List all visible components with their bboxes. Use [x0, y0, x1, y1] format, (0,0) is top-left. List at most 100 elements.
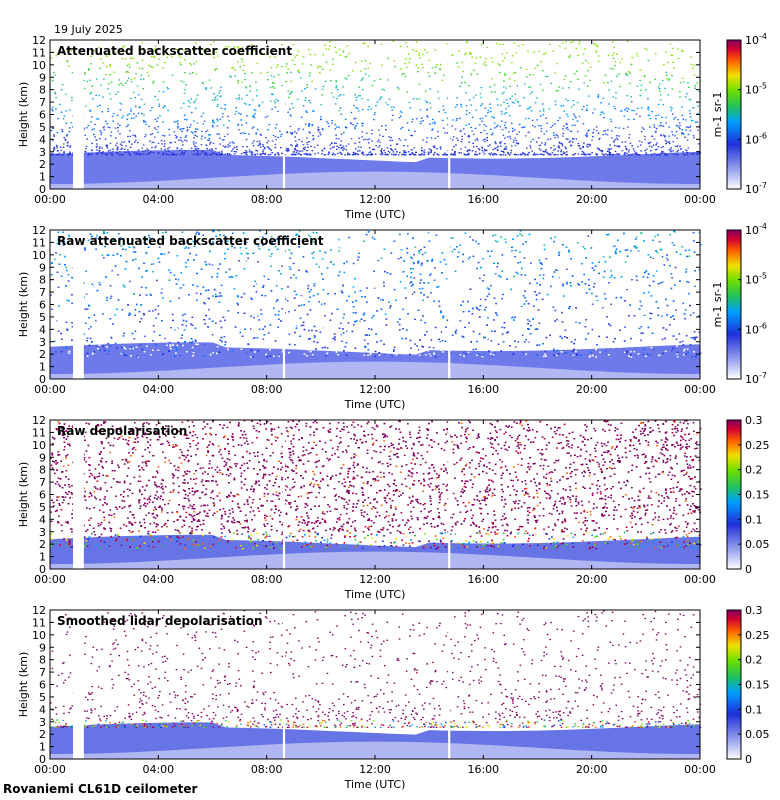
data-pixel [626, 108, 628, 109]
data-pixel [565, 99, 567, 100]
data-pixel [675, 146, 677, 147]
data-pixel [238, 94, 240, 95]
data-pixel [477, 139, 479, 140]
data-pixel [332, 59, 334, 60]
data-pixel [499, 72, 501, 73]
data-pixel [550, 154, 552, 155]
data-pixel [555, 101, 557, 102]
data-pixel [290, 144, 292, 145]
data-pixel [683, 119, 685, 120]
data-pixel [150, 134, 152, 135]
data-pixel [275, 107, 277, 108]
data-pixel [672, 113, 674, 114]
data-pixel [267, 129, 269, 130]
data-pixel [641, 107, 643, 108]
data-pixel [355, 118, 357, 119]
data-pixel [260, 147, 262, 148]
data-pixel [171, 142, 173, 143]
data-pixel [172, 154, 174, 155]
data-pixel [286, 81, 288, 82]
data-pixel [365, 139, 367, 140]
data-pixel [680, 149, 682, 150]
data-pixel [678, 127, 680, 128]
data-pixel [603, 82, 605, 83]
data-pixel [117, 91, 119, 92]
data-pixel [117, 147, 119, 148]
data-pixel [593, 43, 595, 44]
data-pixel [547, 153, 549, 154]
data-pixel [443, 75, 445, 76]
data-pixel [665, 154, 667, 155]
data-pixel [625, 146, 627, 147]
data-pixel [130, 147, 132, 148]
data-pixel [596, 154, 598, 155]
data-pixel [466, 114, 468, 115]
data-pixel [583, 54, 585, 55]
data-pixel [246, 146, 248, 147]
data-pixel [353, 152, 355, 153]
data-pixel [122, 85, 124, 86]
data-pixel [53, 72, 55, 73]
data-pixel [665, 140, 667, 141]
data-pixel [589, 144, 591, 145]
data-pixel [327, 123, 329, 124]
data-pixel [152, 82, 154, 83]
data-pixel [307, 147, 309, 148]
data-pixel [245, 152, 247, 153]
data-pixel [92, 98, 94, 99]
data-pixel [212, 125, 214, 126]
data-pixel [541, 131, 543, 132]
data-pixel [297, 145, 299, 146]
data-pixel [295, 154, 297, 155]
data-pixel [565, 148, 567, 149]
data-pixel [603, 154, 605, 155]
data-pixel [649, 143, 651, 144]
data-pixel [130, 136, 132, 137]
data-pixel [653, 124, 655, 125]
data-pixel [668, 62, 670, 63]
data-pixel [365, 73, 367, 74]
data-pixel [257, 141, 259, 142]
data-pixel [62, 131, 64, 132]
data-pixel [312, 150, 314, 151]
data-pixel [265, 117, 267, 118]
data-pixel [281, 134, 283, 135]
data-pixel [281, 153, 283, 154]
data-pixel [262, 149, 264, 150]
data-pixel [141, 75, 143, 76]
data-pixel [546, 130, 548, 131]
data-pixel [297, 144, 299, 145]
data-pixel [238, 124, 240, 125]
data-pixel [524, 126, 526, 127]
data-pixel [384, 154, 386, 155]
data-pixel [658, 146, 660, 147]
y-tick-label: 7 [39, 96, 46, 109]
data-pixel [614, 65, 616, 66]
data-pixel [268, 140, 270, 141]
data-pixel [298, 153, 300, 154]
data-pixel [693, 137, 695, 138]
data-pixel [190, 98, 192, 99]
data-pixel [221, 108, 223, 109]
data-pixel [189, 102, 191, 103]
data-pixel [310, 54, 312, 55]
data-pixel [480, 97, 482, 98]
data-pixel [140, 79, 142, 80]
data-pixel [408, 130, 410, 131]
data-pixel [274, 100, 276, 101]
data-pixel [469, 99, 471, 100]
data-pixel [223, 125, 225, 126]
data-pixel [112, 121, 114, 122]
data-pixel [615, 61, 617, 62]
data-pixel [583, 123, 585, 124]
data-pixel [117, 149, 119, 150]
data-pixel [320, 134, 322, 135]
data-pixel [562, 135, 564, 136]
data-pixel [371, 130, 373, 131]
data-pixel [238, 99, 240, 100]
data-pixel [117, 130, 119, 131]
data-pixel [105, 139, 107, 140]
data-pixel [106, 66, 108, 67]
data-pixel [164, 152, 166, 153]
data-pixel [276, 124, 278, 125]
